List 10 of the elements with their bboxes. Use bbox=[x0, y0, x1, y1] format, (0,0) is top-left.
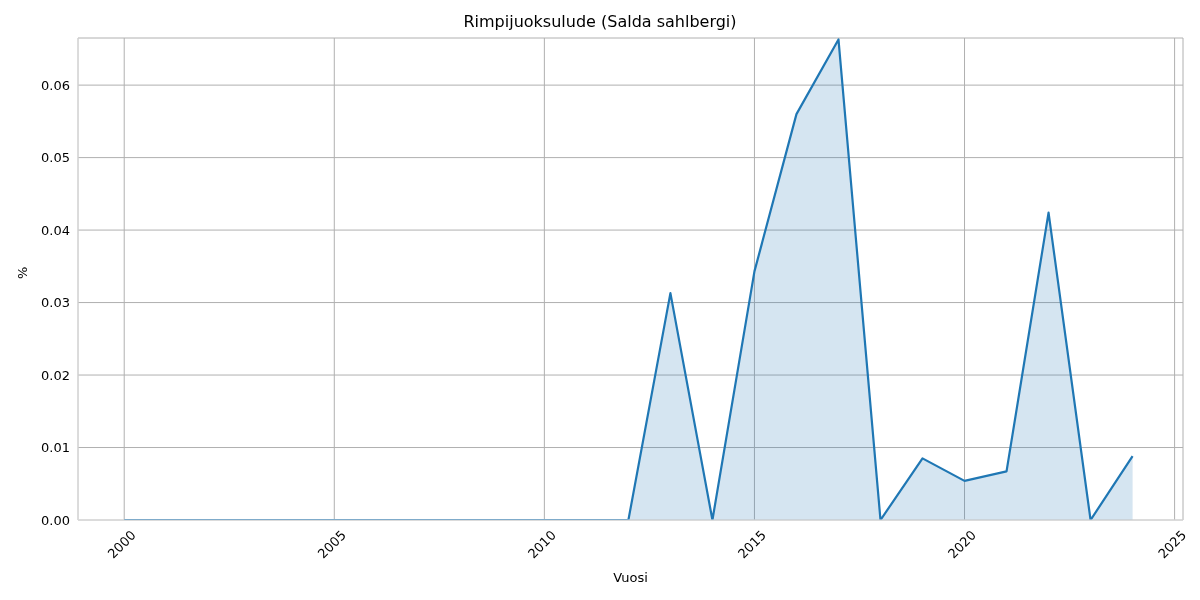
y-tick-label: 0.01 bbox=[41, 440, 70, 456]
chart-title: Rimpijuoksulude (Salda sahlbergi) bbox=[462, 11, 738, 33]
y-tick-label: 0.04 bbox=[41, 222, 70, 238]
y-tick-label: 0.06 bbox=[41, 77, 70, 93]
x-axis-title: Vuosi bbox=[613, 570, 648, 585]
y-tick-label: 0.00 bbox=[41, 512, 70, 528]
y-axis-title: % bbox=[14, 266, 30, 279]
y-tick-label: 0.03 bbox=[41, 295, 70, 311]
y-tick-label: 0.05 bbox=[41, 150, 70, 166]
y-tick-label: 0.02 bbox=[41, 367, 70, 383]
